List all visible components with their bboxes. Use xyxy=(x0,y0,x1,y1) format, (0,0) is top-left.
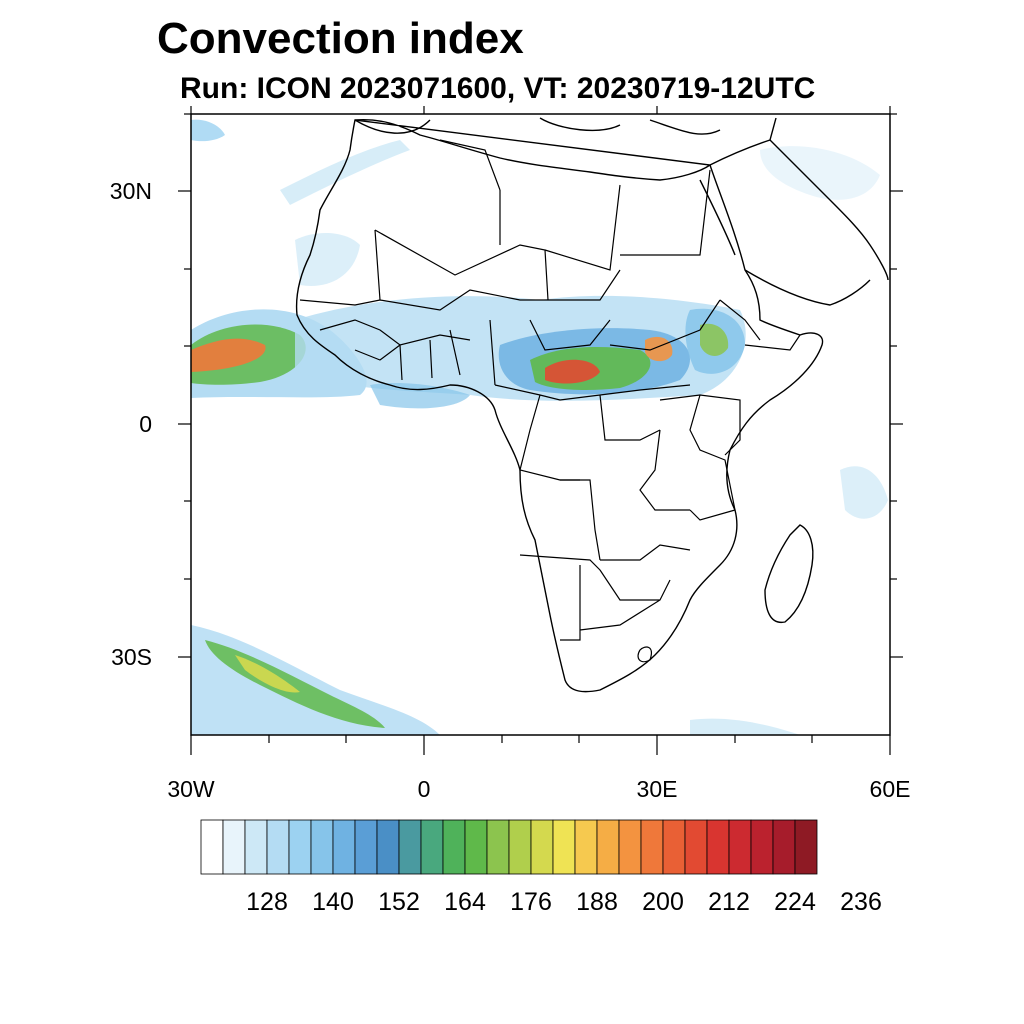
colorbar-label: 200 xyxy=(642,888,684,916)
y-label-30n: 30N xyxy=(109,178,152,204)
field-south-yellow xyxy=(235,655,300,693)
colorbar-box xyxy=(420,819,444,875)
coastlines xyxy=(295,117,889,693)
x-label-30w: 30W xyxy=(167,776,215,802)
field-atlantic-hot xyxy=(191,338,266,372)
colorbar-box xyxy=(794,819,818,875)
colorbar-box xyxy=(750,819,774,875)
border-central xyxy=(494,384,741,481)
colorbar-box xyxy=(772,819,796,875)
y-ticks xyxy=(178,113,903,658)
madagascar-coast xyxy=(764,524,814,624)
x-label-0: 0 xyxy=(417,776,431,802)
colorbar-box xyxy=(574,819,598,875)
colorbar-box xyxy=(596,819,620,875)
colorbar-label: 176 xyxy=(510,888,552,916)
border-horn xyxy=(719,299,801,351)
colorbar-box xyxy=(662,819,686,875)
x-label-60e: 60E xyxy=(869,776,911,802)
colorbar-box xyxy=(354,819,378,875)
colorbar-box xyxy=(200,819,224,875)
border-sahel xyxy=(299,269,721,351)
border-east xyxy=(639,394,736,521)
colorbar-box xyxy=(288,819,312,875)
border-west-africa xyxy=(319,319,496,386)
field-south-east xyxy=(690,718,800,735)
convection-field xyxy=(191,119,888,735)
colorbar-box xyxy=(376,819,400,875)
colorbar-box xyxy=(398,819,422,875)
field-west-sahara xyxy=(295,233,360,286)
y-label-0: 0 xyxy=(139,411,152,437)
colorbar-label: 236 xyxy=(840,888,882,916)
colorbar-box xyxy=(332,819,356,875)
arabia-coast xyxy=(744,139,889,306)
field-south-band xyxy=(191,625,440,735)
colorbar-label: 224 xyxy=(774,888,816,916)
colorbar-box xyxy=(266,819,290,875)
colorbar-label: 164 xyxy=(444,888,486,916)
border-libya xyxy=(499,169,711,271)
colorbar-label: 188 xyxy=(576,888,618,916)
colorbar-box xyxy=(530,819,554,875)
field-nw-corner xyxy=(191,119,225,142)
field-guinea xyxy=(370,383,470,409)
border-south xyxy=(519,479,691,663)
colorbar-box xyxy=(684,819,708,875)
field-sudan-hot xyxy=(645,336,673,362)
colorbar-box xyxy=(222,819,246,875)
colorbar-box xyxy=(552,819,576,875)
field-central-hot xyxy=(545,359,600,384)
colorbar-label: 212 xyxy=(708,888,750,916)
colorbar-box xyxy=(508,819,532,875)
colorbar-box xyxy=(728,819,752,875)
colorbar-box xyxy=(706,819,730,875)
field-north-streak xyxy=(280,140,410,205)
colorbar-box xyxy=(442,819,466,875)
y-label-30s: 30S xyxy=(111,644,152,670)
colorbar-box xyxy=(618,819,642,875)
x-label-30e: 30E xyxy=(636,776,678,802)
colorbar-box xyxy=(486,819,510,875)
field-ethiopia-core xyxy=(700,323,729,356)
border-algeria xyxy=(374,139,549,301)
x-ticks xyxy=(190,106,891,755)
colorbar-box xyxy=(310,819,334,875)
colorbar-box xyxy=(464,819,488,875)
colorbar-box xyxy=(640,819,664,875)
chart-title: Convection index xyxy=(157,14,524,63)
colorbar-label: 152 xyxy=(378,888,420,916)
country-borders xyxy=(299,139,801,663)
colorbar-label: 128 xyxy=(246,888,288,916)
red-sea-west xyxy=(699,179,736,256)
africa-coastline xyxy=(295,117,824,693)
colorbar-box xyxy=(244,819,268,875)
colorbar-label: 140 xyxy=(312,888,354,916)
mediterranean-north xyxy=(354,117,721,135)
chart-subtitle: Run: ICON 2023071600, VT: 20230719-12UTC xyxy=(180,72,816,105)
field-east-ocean xyxy=(840,466,888,519)
